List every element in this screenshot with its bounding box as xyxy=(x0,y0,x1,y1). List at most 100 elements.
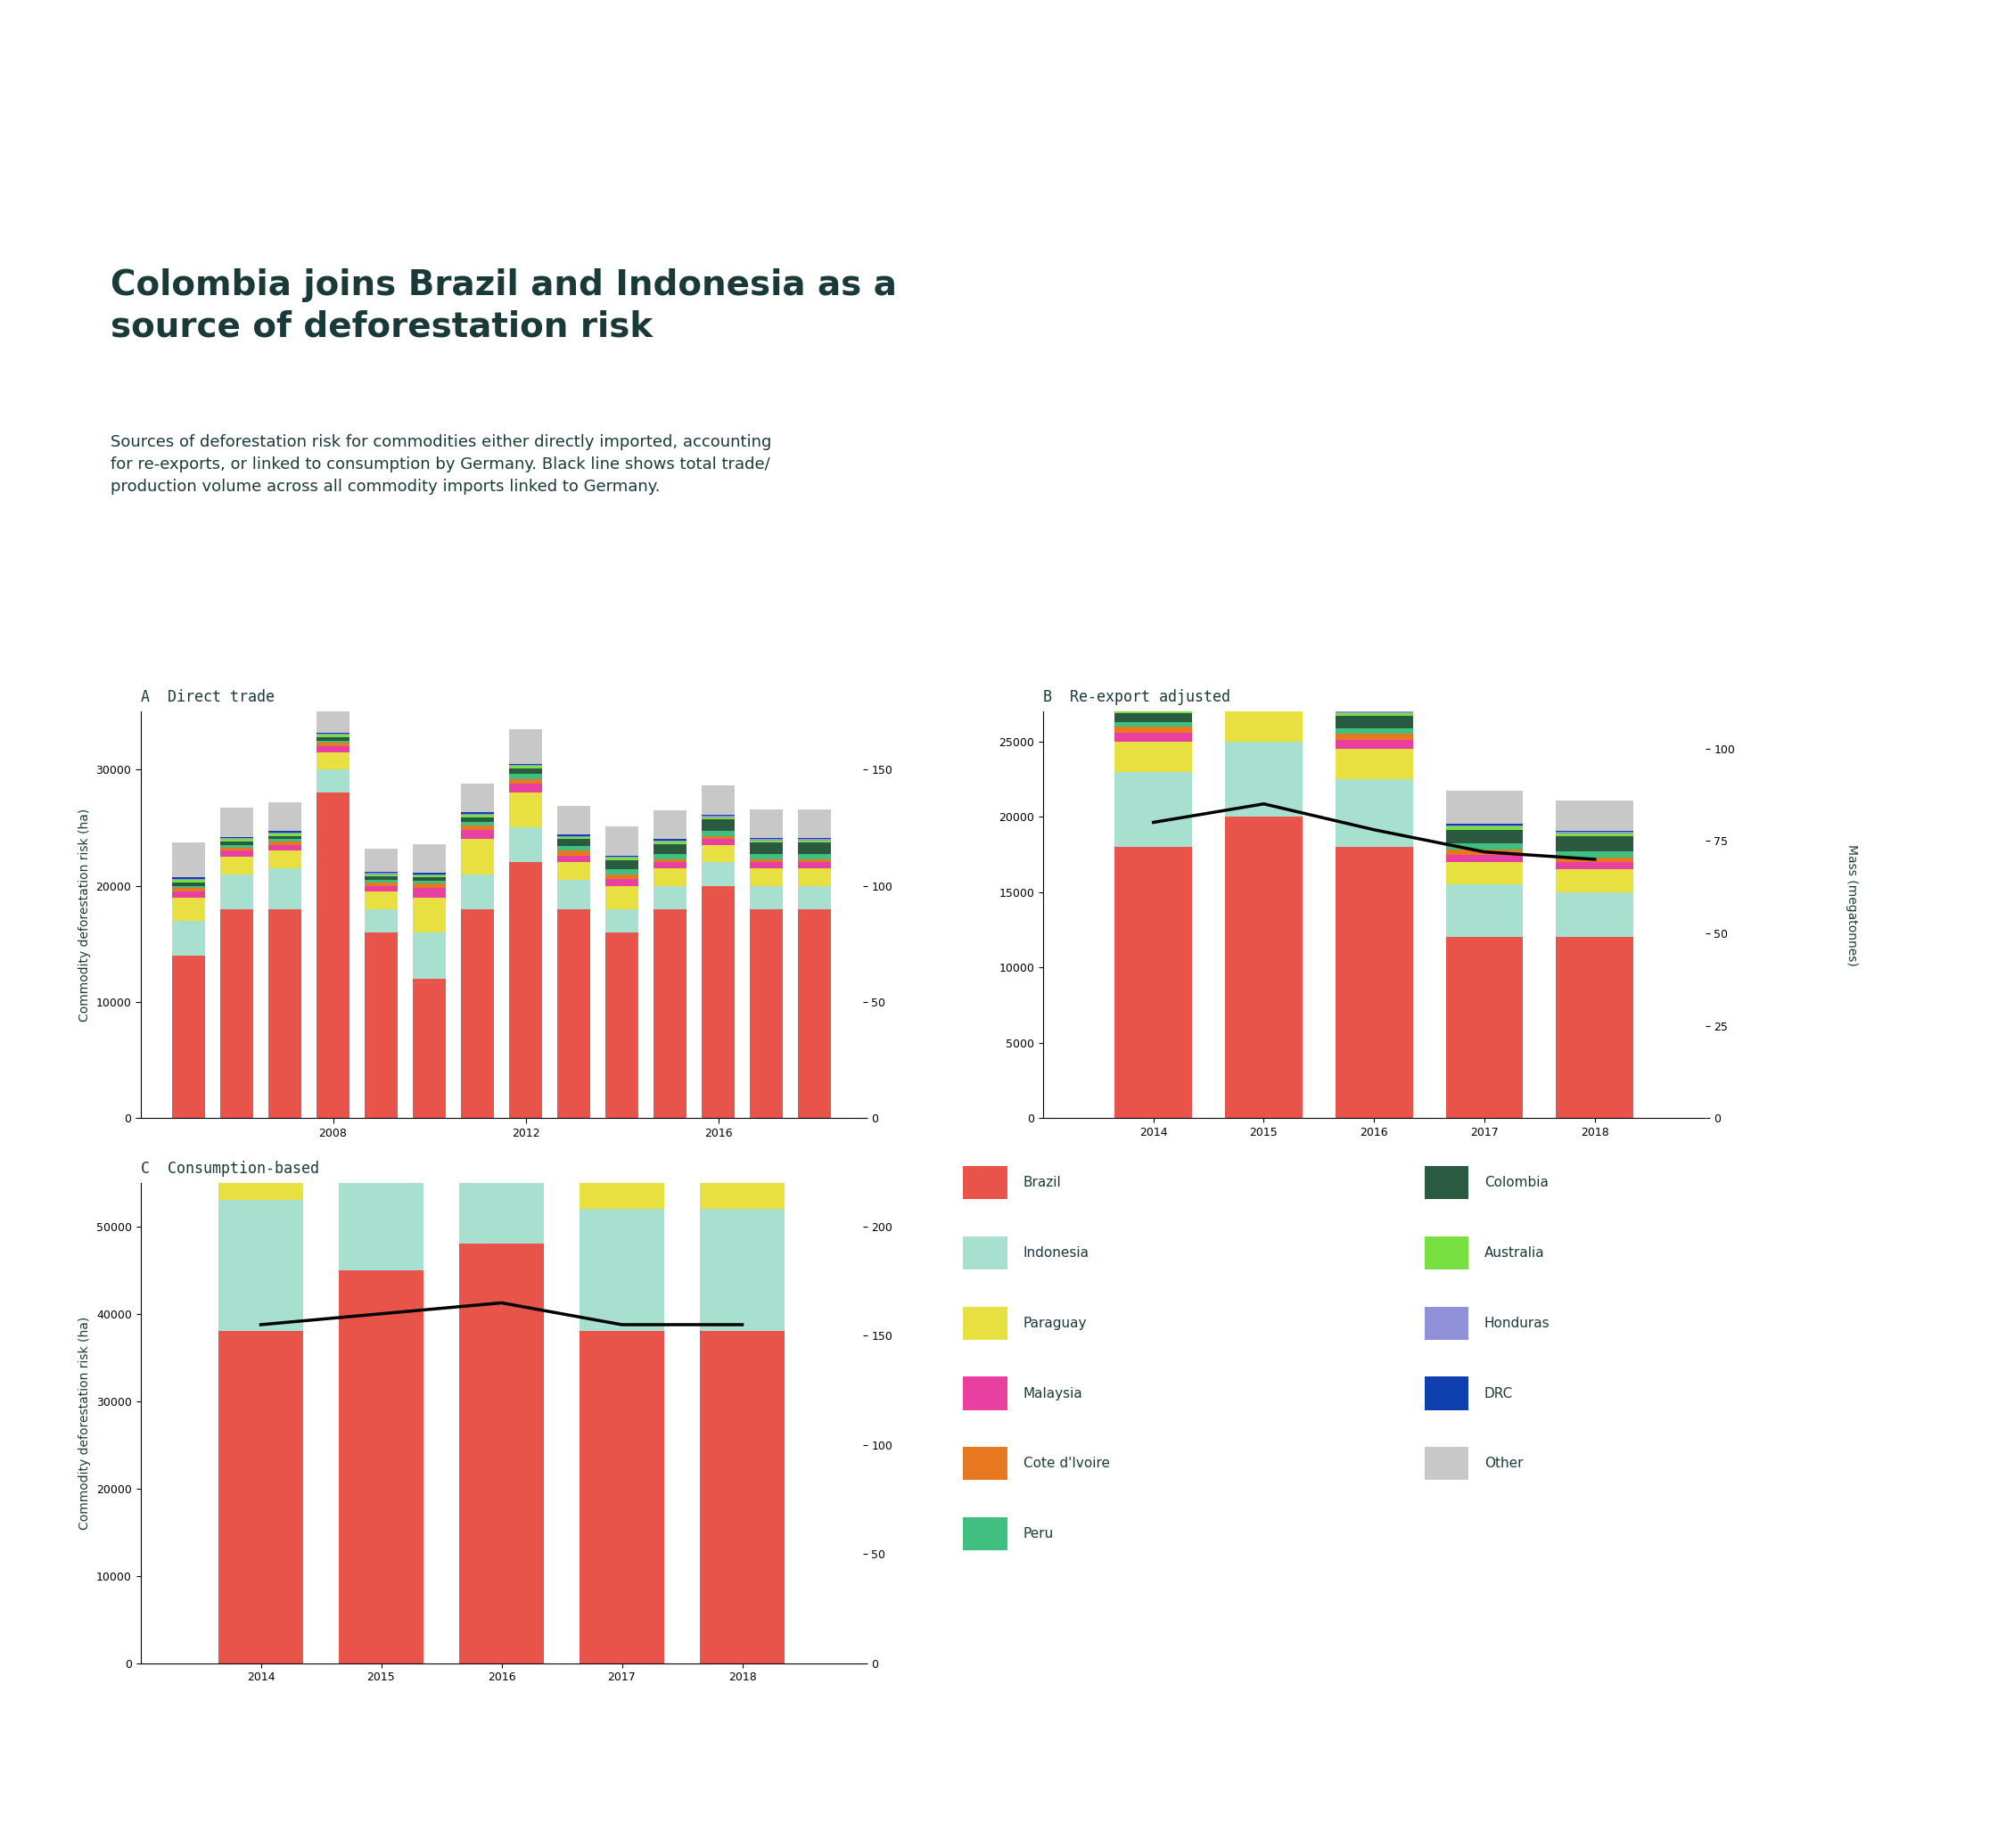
Bar xyxy=(702,817,734,819)
Bar xyxy=(750,841,782,843)
Bar xyxy=(459,1011,544,1015)
Bar xyxy=(317,741,349,743)
Bar xyxy=(317,743,349,747)
Bar xyxy=(1115,723,1192,726)
Bar xyxy=(173,898,205,920)
Bar xyxy=(219,1166,303,1199)
Bar xyxy=(654,859,686,863)
Bar xyxy=(365,885,397,891)
Bar xyxy=(798,885,830,909)
Bar xyxy=(173,881,205,885)
Bar xyxy=(580,1137,664,1142)
Bar xyxy=(558,846,590,850)
Bar xyxy=(317,737,349,741)
Bar xyxy=(1557,857,1633,861)
Text: Cote d'Ivoire: Cote d'Ivoire xyxy=(1023,1456,1109,1471)
Bar xyxy=(365,891,397,909)
Bar xyxy=(580,1166,664,1170)
Bar xyxy=(700,1135,784,1138)
Bar xyxy=(365,876,397,880)
Text: Sources of deforestation risk for commodities either directly imported, accounti: Sources of deforestation risk for commod… xyxy=(110,434,770,495)
Bar xyxy=(580,1170,664,1179)
Bar xyxy=(510,863,542,1118)
Bar xyxy=(700,1088,784,1133)
Bar xyxy=(510,767,542,769)
Bar xyxy=(173,843,205,878)
Bar xyxy=(461,815,493,817)
Bar xyxy=(173,920,205,955)
Y-axis label: Commodity deforestation risk (ha): Commodity deforestation risk (ha) xyxy=(78,808,90,1022)
Bar xyxy=(606,826,638,856)
Bar xyxy=(219,1151,303,1157)
Bar xyxy=(269,909,301,1118)
Bar xyxy=(510,778,542,784)
Bar xyxy=(558,880,590,909)
Bar xyxy=(702,835,734,839)
Bar xyxy=(606,874,638,880)
Bar xyxy=(1336,846,1412,1118)
Bar xyxy=(750,854,782,859)
Bar xyxy=(365,931,397,1118)
Bar xyxy=(606,931,638,1118)
Bar xyxy=(700,1133,784,1135)
Bar xyxy=(702,863,734,885)
Text: DRC: DRC xyxy=(1484,1386,1513,1401)
Bar xyxy=(700,1170,784,1179)
Bar xyxy=(798,909,830,1118)
Bar xyxy=(269,802,301,832)
Bar xyxy=(702,785,734,815)
Bar xyxy=(1115,741,1192,772)
Bar xyxy=(654,841,686,845)
Bar xyxy=(1336,780,1412,846)
Bar xyxy=(798,809,830,839)
Bar xyxy=(219,1148,303,1151)
Bar xyxy=(1226,741,1302,817)
Text: Indonesia: Indonesia xyxy=(1023,1246,1089,1260)
Bar xyxy=(221,845,253,848)
Bar xyxy=(654,909,686,1118)
Bar xyxy=(1336,673,1412,710)
Bar xyxy=(1115,710,1192,713)
Bar xyxy=(606,857,638,859)
Bar xyxy=(461,909,493,1118)
Y-axis label: Commodity deforestation risk (ha): Commodity deforestation risk (ha) xyxy=(78,1316,90,1530)
Bar xyxy=(1446,826,1523,830)
Bar xyxy=(798,859,830,863)
Text: Colombia: Colombia xyxy=(1484,1175,1549,1190)
Bar xyxy=(221,848,253,850)
Bar xyxy=(580,1052,664,1090)
Bar xyxy=(1226,636,1302,675)
Bar xyxy=(1115,726,1192,732)
Bar xyxy=(269,841,301,845)
Bar xyxy=(654,854,686,859)
Bar xyxy=(1557,837,1633,852)
Bar xyxy=(558,837,590,839)
Text: Australia: Australia xyxy=(1484,1246,1545,1260)
Bar xyxy=(1226,711,1302,741)
Bar xyxy=(219,1331,303,1663)
Bar xyxy=(221,808,253,837)
Bar xyxy=(365,880,397,881)
Bar xyxy=(1557,870,1633,893)
Bar xyxy=(606,869,638,874)
Bar xyxy=(339,1053,423,1055)
Text: Malaysia: Malaysia xyxy=(1023,1386,1083,1401)
Bar xyxy=(413,898,445,931)
Bar xyxy=(1336,715,1412,728)
Bar xyxy=(219,1135,303,1148)
Bar xyxy=(798,869,830,885)
Bar xyxy=(1336,734,1412,739)
Bar xyxy=(1557,852,1633,857)
Bar xyxy=(702,885,734,1118)
Bar xyxy=(413,878,445,881)
Bar xyxy=(1115,846,1192,1118)
Bar xyxy=(798,863,830,869)
Bar xyxy=(606,859,638,869)
Bar xyxy=(1226,680,1302,691)
Bar xyxy=(221,850,253,857)
Bar xyxy=(459,1015,544,1033)
Bar xyxy=(1446,885,1523,937)
Bar xyxy=(558,863,590,880)
Bar xyxy=(459,1039,544,1042)
Bar xyxy=(558,806,590,835)
